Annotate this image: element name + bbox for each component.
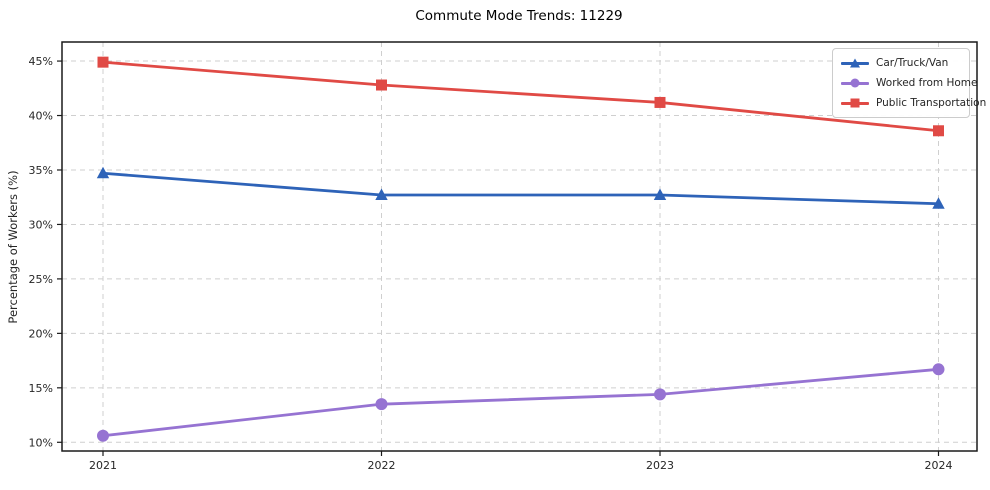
square-marker: [933, 125, 944, 137]
legend-swatch: [841, 77, 869, 90]
legend-swatch: [841, 57, 869, 70]
legend-swatch: [841, 97, 869, 110]
plot-border: [61, 41, 978, 452]
y-tick-label: 30%: [29, 218, 53, 231]
x-tick-label: 2022: [368, 459, 396, 472]
legend-entry-public-transportation: Public Transportation: [841, 96, 986, 110]
y-tick-label: 45%: [29, 55, 53, 68]
square-marker: [97, 56, 109, 68]
triangle-marker: [653, 188, 667, 201]
circle-marker: [97, 429, 109, 442]
y-tick-label: 20%: [29, 327, 53, 340]
y-tick-label: 35%: [29, 164, 53, 177]
legend-label: Car/Truck/Van: [876, 57, 949, 69]
square-marker: [654, 96, 666, 108]
x-tick-label: 2021: [89, 459, 117, 472]
series-line: [102, 171, 939, 206]
circle-marker: [932, 363, 945, 376]
triangle-marker: [932, 197, 945, 209]
legend-entry-worked-from-home: Worked from Home: [841, 76, 977, 90]
chart-title: Commute Mode Trends: 11229: [415, 8, 623, 24]
legend-label: Public Transportation: [876, 97, 987, 109]
legend-entry-car-truck-van: Car/Truck/Van: [841, 56, 961, 70]
legend: Car/Truck/Van Worked from Home Public Tr…: [832, 48, 986, 118]
series-line: [102, 367, 939, 438]
square-marker-icon: [850, 98, 860, 108]
y-tick-label: 40%: [29, 110, 53, 123]
series-line: [102, 60, 939, 133]
circle-marker: [654, 388, 666, 401]
x-tick-label: 2024: [925, 459, 953, 472]
triangle-marker: [375, 188, 388, 201]
x-tick-label: 2023: [646, 459, 674, 472]
triangle-marker-icon: [850, 58, 860, 68]
circle-marker-icon: [850, 78, 860, 88]
y-tick-label: 25%: [29, 273, 53, 286]
triangle-marker: [96, 166, 110, 179]
y-tick-label: 10%: [29, 436, 53, 449]
legend-label: Worked from Home: [876, 77, 978, 89]
circle-marker: [375, 398, 388, 411]
square-marker: [376, 79, 387, 91]
y-tick-label: 15%: [29, 382, 53, 395]
